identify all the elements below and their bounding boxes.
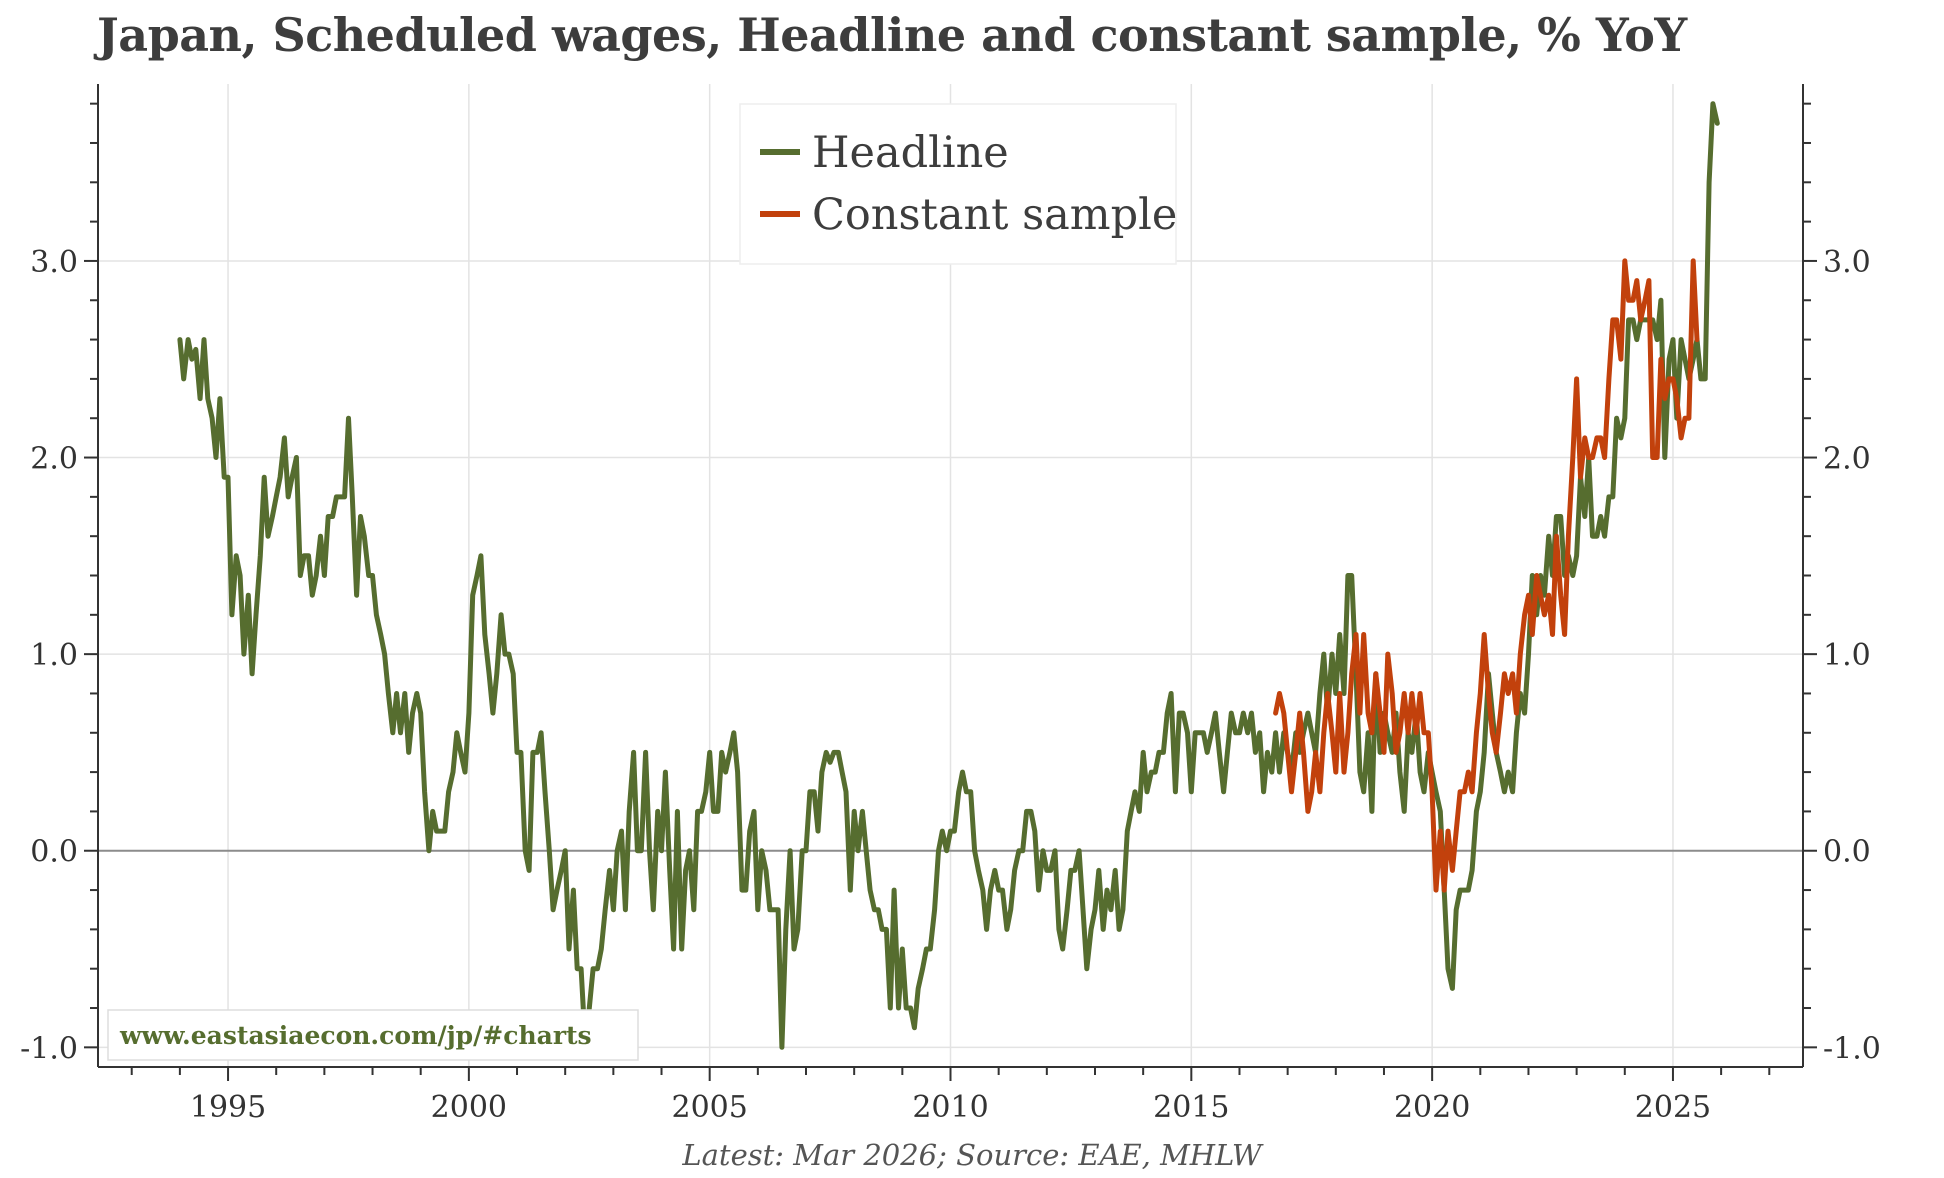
y-tick-label-right: -1.0	[1823, 1031, 1881, 1066]
series-lines	[177, 101, 1720, 1050]
axes: 1995 2000 2005 2010 2015 2020 2025 -1.0 -1.0 0.0 0…	[20, 84, 1881, 1125]
source-note: Latest: Mar 2026; Source: EAE, MHLW	[682, 1138, 1262, 1172]
y-tick-label-right: 1.0	[1823, 638, 1871, 673]
y-tick-label-right: 2.0	[1823, 442, 1871, 477]
series-line-headline	[177, 101, 1720, 1050]
series-line-constant-sample	[1273, 258, 1700, 893]
x-tick-label: 1995	[190, 1090, 266, 1125]
x-tick-label: 2020	[1394, 1090, 1470, 1125]
y-tick-label-right: 0.0	[1823, 835, 1871, 870]
legend-label: Constant sample	[812, 190, 1177, 240]
watermark-box	[107, 1009, 639, 1061]
watermark: www.eastasiaecon.com/jp/#charts	[107, 1009, 639, 1061]
x-tick-label: 2010	[912, 1090, 988, 1125]
y-tick-label-left: 1.0	[30, 638, 78, 673]
watermark-link: www.eastasiaecon.com/jp/#charts	[119, 1021, 592, 1050]
y-tick-label-left: 3.0	[30, 245, 78, 280]
y-tick-label-left: -1.0	[20, 1031, 78, 1066]
y-tick-label-left: 2.0	[30, 442, 78, 477]
x-tick-label: 2000	[431, 1090, 507, 1125]
x-tick-label: 2015	[1153, 1090, 1229, 1125]
legend-box	[739, 103, 1177, 265]
legend: Headline Constant sample	[739, 103, 1177, 265]
x-tick-label: 2005	[672, 1090, 748, 1125]
chart-title: Japan, Scheduled wages, Headline and con…	[97, 8, 1687, 62]
y-tick-label-right: 3.0	[1823, 245, 1871, 280]
x-tick-label: 2025	[1635, 1090, 1711, 1125]
y-tick-label-left: 0.0	[30, 835, 78, 870]
legend-label: Headline	[812, 128, 1009, 178]
